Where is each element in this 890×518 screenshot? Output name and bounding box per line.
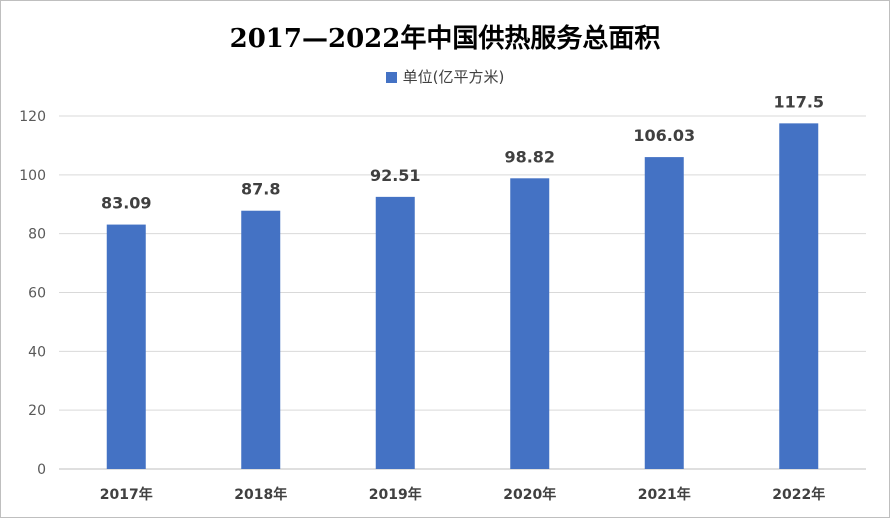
y-tick-label: 120: [19, 109, 46, 125]
x-axis-labels: 2017年 2018年 2019年 2020年 2021年 2022年: [100, 486, 825, 503]
x-tick-label: 2017年: [100, 486, 153, 503]
bar: [241, 210, 281, 469]
x-tick-label: 2020年: [503, 486, 556, 503]
data-label: 98.82: [504, 147, 555, 166]
x-tick-label: 2021年: [638, 486, 691, 503]
bar: [510, 178, 550, 469]
chart-title: 2017—2022年中国供热服务总面积: [229, 24, 661, 54]
legend-swatch: [385, 72, 397, 83]
bar: [375, 196, 415, 470]
x-tick-label: 2022年: [772, 486, 825, 503]
bar: [644, 157, 684, 469]
y-tick-label: 0: [37, 462, 46, 478]
y-tick-label: 40: [28, 344, 46, 360]
legend-label: 单位(亿平方米): [402, 68, 505, 86]
data-labels: 83.09 87.8 92.51 98.82 106.03 117.5: [101, 92, 824, 212]
x-tick-label: 2018年: [234, 486, 287, 503]
legend: 单位(亿平方米): [0, 66, 890, 87]
data-label: 83.09: [101, 194, 152, 213]
gridlines: [59, 115, 866, 470]
data-label: 92.51: [370, 166, 421, 185]
bar: [106, 224, 146, 469]
data-label: 117.5: [773, 92, 824, 111]
bars: [106, 123, 819, 470]
y-axis-ticks: 0 20 40 60 80 100 120: [19, 109, 46, 478]
y-tick-label: 20: [28, 403, 46, 419]
y-tick-label: 80: [28, 227, 46, 243]
x-tick-label: 2019年: [369, 486, 422, 503]
y-tick-label: 100: [19, 168, 46, 184]
data-label: 87.8: [241, 180, 280, 199]
data-label: 106.03: [633, 126, 695, 145]
bar: [779, 123, 819, 470]
y-tick-label: 60: [28, 286, 46, 302]
